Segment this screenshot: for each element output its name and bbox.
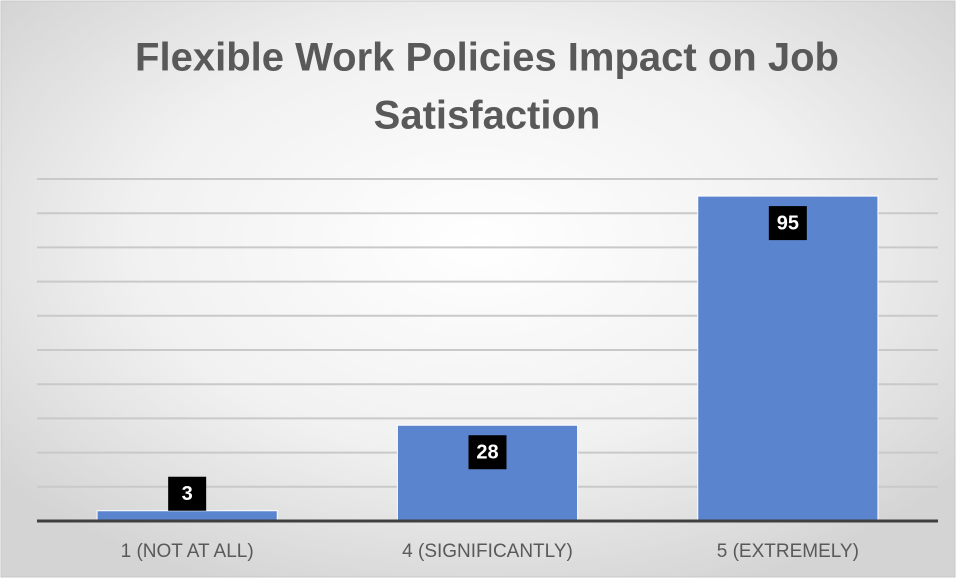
data-label: 3 [182,483,193,505]
chart-title: Satisfaction [374,94,601,138]
data-label-box [168,476,207,511]
chart-title: Flexible Work Policies Impact on Job [135,36,839,80]
data-label: 95 [777,212,799,234]
x-tick-label: 1 (NOT AT ALL) [121,541,254,562]
data-label: 28 [476,442,498,464]
bar [697,195,879,522]
x-tick-label: 4 (SIGNIFICANTLY) [402,541,573,562]
data-label-box [768,206,807,241]
labels: 3 28 95 [168,206,807,511]
x-tick-label: 5 (EXTREMELY) [717,541,859,562]
bar [96,510,278,522]
data-label-box [468,435,507,470]
